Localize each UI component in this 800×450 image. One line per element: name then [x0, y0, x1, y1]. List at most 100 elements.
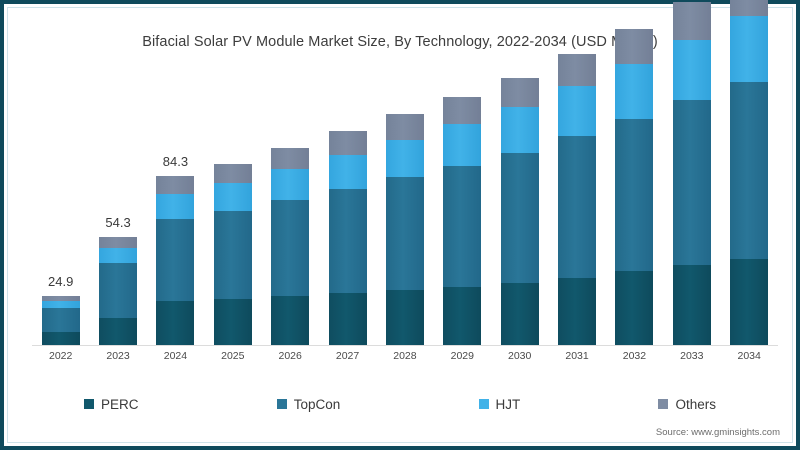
bar-segment-others[interactable] [672, 1, 711, 40]
bar-segment-hjt[interactable] [615, 63, 654, 120]
x-tick-2027: 2027 [335, 350, 360, 362]
bar-column-2032[interactable] [607, 28, 661, 346]
bar-segment-topcon[interactable] [99, 263, 138, 318]
bar-segment-perc[interactable] [41, 331, 80, 346]
bar-stack[interactable] [271, 147, 310, 346]
bar-segment-others[interactable] [558, 53, 597, 87]
bar-segment-perc[interactable] [328, 292, 367, 346]
bar-segment-others[interactable] [156, 176, 195, 194]
bar-column-2025[interactable] [206, 74, 260, 346]
x-tick-2034: 2034 [737, 350, 761, 362]
bar-stack[interactable] [615, 28, 654, 346]
bar-column-2031[interactable] [550, 53, 604, 346]
bar-stack[interactable]: 24.9 [41, 274, 80, 346]
bar-segment-hjt[interactable] [41, 300, 80, 308]
bar-segment-topcon[interactable] [328, 188, 367, 293]
legend-label: Others [675, 396, 716, 412]
bar-column-2027[interactable] [320, 74, 374, 346]
bar-column-2029[interactable] [435, 74, 489, 346]
bar-segment-hjt[interactable] [328, 154, 367, 189]
bar-segment-topcon[interactable] [385, 176, 424, 290]
bar-stack[interactable] [730, 0, 769, 346]
bar-segment-others[interactable] [500, 78, 539, 108]
bar-segment-topcon[interactable] [41, 307, 80, 332]
plot-area: 24.9 54.3 84.3 [32, 0, 778, 346]
bar-segment-hjt[interactable] [385, 139, 424, 177]
bar-stack[interactable] [500, 78, 539, 346]
bar-value-label: 24.9 [48, 273, 74, 289]
x-axis-tick-labels: 2022 2023 2024 2025 2026 2027 2028 2029 2030 2031… [32, 350, 778, 368]
legend-item-others[interactable]: Others [658, 397, 716, 412]
bar-stack[interactable]: 84.3 [156, 154, 195, 346]
bar-segment-others[interactable] [99, 236, 138, 249]
legend-swatch-others [658, 399, 669, 409]
chart-legend: PERC TopCon HJT Others [84, 392, 716, 416]
bar-column-2024[interactable]: 84.3 [148, 74, 202, 346]
bar-segment-hjt[interactable] [213, 182, 252, 212]
bar-segment-perc[interactable] [443, 286, 482, 346]
legend-label: HJT [495, 396, 521, 412]
x-tick-2032: 2032 [622, 350, 647, 362]
bar-column-2022[interactable]: 24.9 [33, 74, 87, 346]
bar-segment-topcon[interactable] [615, 119, 654, 272]
x-tick-2022: 2022 [49, 350, 73, 362]
bar-segment-perc[interactable] [156, 300, 195, 346]
bar-segment-hjt[interactable] [558, 86, 597, 137]
bar-column-2023[interactable]: 54.3 [91, 74, 145, 346]
bar-segment-others[interactable] [328, 131, 367, 155]
legend-item-topcon[interactable]: TopCon [276, 397, 340, 412]
bar-segment-topcon[interactable] [443, 165, 482, 287]
bar-segment-others[interactable] [385, 114, 424, 140]
bar-stack[interactable] [558, 53, 597, 346]
legend-swatch-topcon [276, 399, 287, 409]
bar-column-2026[interactable] [263, 74, 317, 346]
bar-segment-others[interactable] [213, 163, 252, 183]
bar-segment-topcon[interactable] [213, 211, 252, 299]
x-tick-2026: 2026 [278, 350, 302, 362]
bar-segment-topcon[interactable] [672, 100, 711, 266]
bar-segment-hjt[interactable] [156, 193, 195, 220]
legend-item-perc[interactable]: PERC [84, 397, 139, 412]
bar-stack[interactable] [672, 1, 711, 346]
bar-segment-others[interactable] [730, 0, 769, 16]
bar-stack[interactable] [213, 163, 252, 346]
bar-segment-others[interactable] [615, 28, 654, 64]
bar-segment-others[interactable] [41, 295, 80, 301]
bar-segment-others[interactable] [443, 97, 482, 125]
bar-stack[interactable] [385, 114, 424, 346]
bar-segment-perc[interactable] [615, 271, 654, 346]
bar-segment-hjt[interactable] [500, 107, 539, 153]
bar-segment-topcon[interactable] [500, 152, 539, 283]
bar-segment-hjt[interactable] [99, 248, 138, 264]
bar-segment-topcon[interactable] [271, 199, 310, 296]
bar-column-2033[interactable] [665, 1, 719, 346]
bar-stack[interactable] [443, 97, 482, 346]
bar-segment-perc[interactable] [730, 259, 769, 346]
bar-segment-perc[interactable] [99, 317, 138, 346]
bar-segment-perc[interactable] [385, 289, 424, 346]
bar-segment-perc[interactable] [672, 265, 711, 346]
bar-segment-hjt[interactable] [730, 15, 769, 83]
bar-segment-others[interactable] [271, 147, 310, 169]
x-tick-2028: 2028 [393, 350, 417, 362]
bar-segment-topcon[interactable] [730, 82, 769, 260]
bar-column-2034[interactable] [722, 0, 776, 346]
x-tick-2029: 2029 [450, 350, 474, 362]
bar-column-2030[interactable] [492, 74, 546, 346]
bar-group: 24.9 54.3 84.3 [32, 0, 778, 346]
bar-segment-topcon[interactable] [156, 219, 195, 301]
bar-segment-hjt[interactable] [271, 168, 310, 200]
legend-item-hjt[interactable]: HJT [478, 396, 521, 412]
bar-segment-perc[interactable] [558, 277, 597, 346]
bar-segment-hjt[interactable] [443, 124, 482, 166]
bar-segment-perc[interactable] [500, 282, 539, 346]
bar-stack[interactable] [328, 131, 367, 346]
bar-segment-perc[interactable] [271, 295, 310, 346]
bar-column-2028[interactable] [378, 74, 432, 346]
legend-label: PERC [101, 396, 139, 412]
bar-segment-topcon[interactable] [558, 136, 597, 278]
bar-stack[interactable]: 54.3 [99, 215, 138, 346]
bar-segment-perc[interactable] [213, 298, 252, 346]
source-attribution: Source: www.gminsights.com [655, 427, 780, 438]
bar-segment-hjt[interactable] [672, 39, 711, 101]
